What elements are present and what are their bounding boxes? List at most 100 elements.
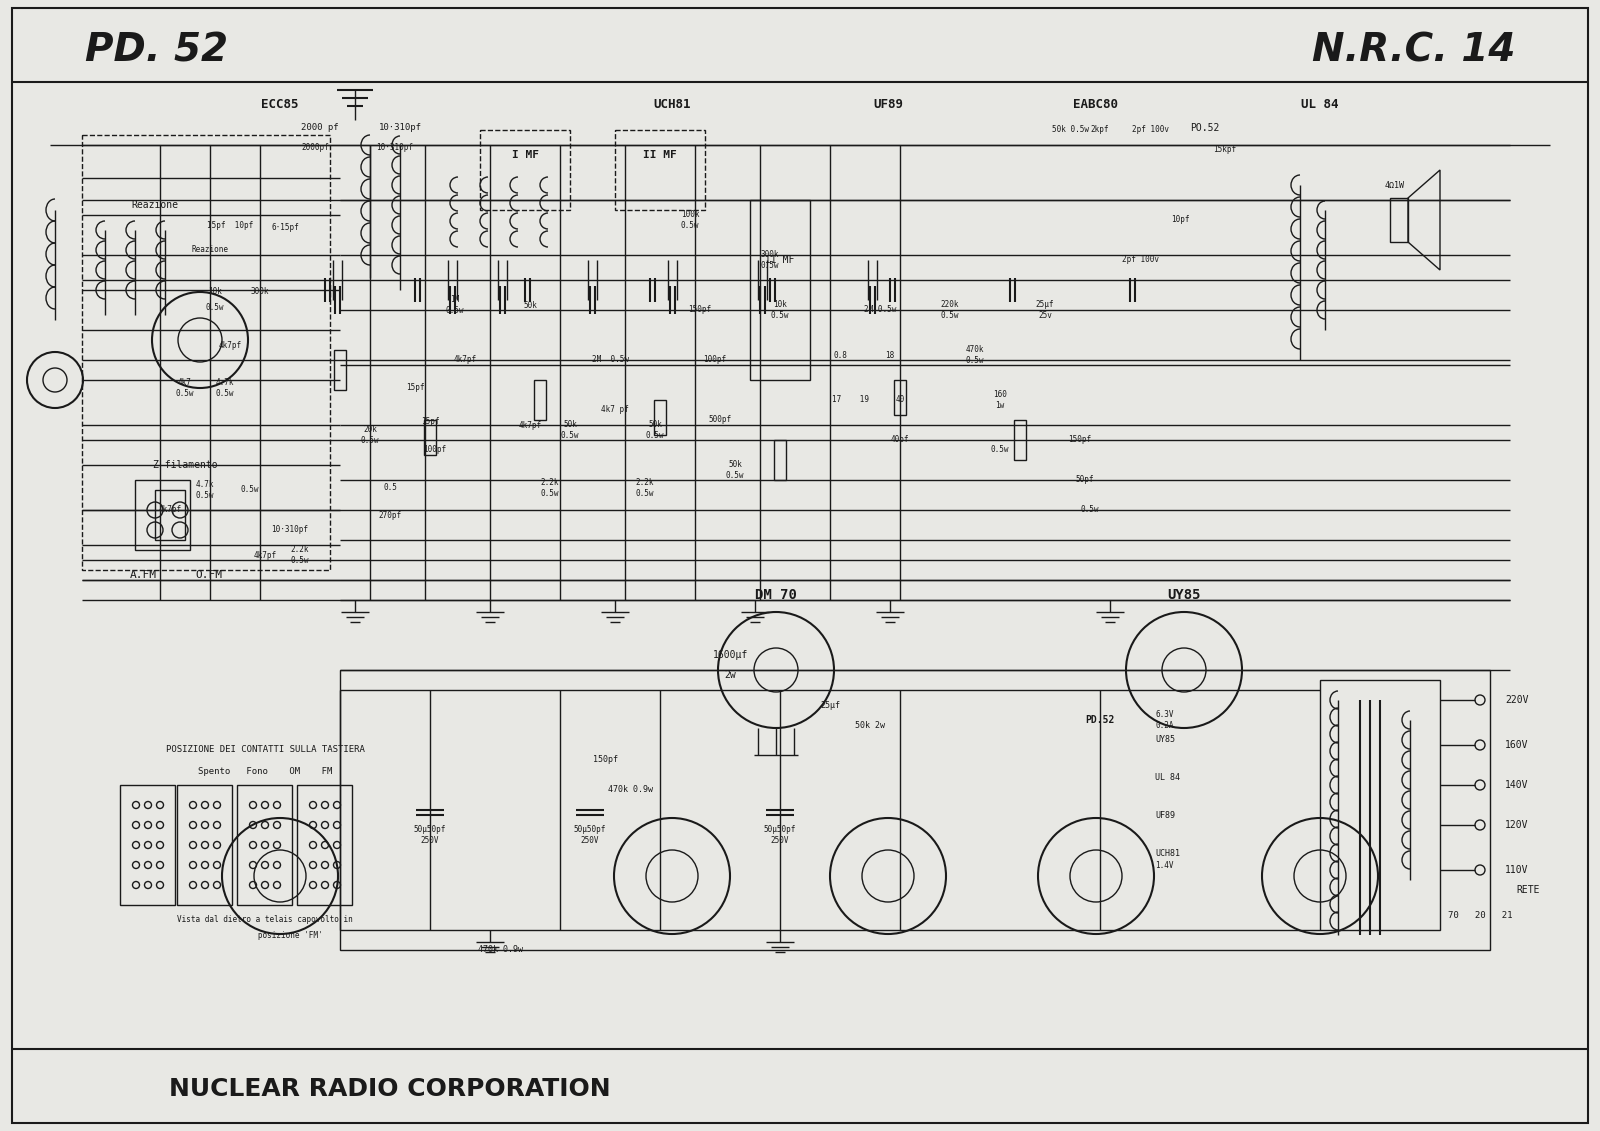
- Text: DM 70: DM 70: [755, 588, 797, 602]
- Text: 50pf: 50pf: [1075, 475, 1094, 484]
- Text: 500pf: 500pf: [709, 415, 731, 424]
- Text: II MF: II MF: [765, 254, 795, 265]
- Text: 40pf: 40pf: [891, 435, 909, 444]
- Bar: [155, 490, 186, 539]
- Text: 2.2k
0.5w: 2.2k 0.5w: [541, 478, 560, 498]
- Text: NUCLEAR RADIO CORPORATION: NUCLEAR RADIO CORPORATION: [170, 1077, 611, 1100]
- Text: 2.2k
0.5w: 2.2k 0.5w: [635, 478, 654, 498]
- Text: UF89: UF89: [1155, 812, 1174, 820]
- Text: 140V: 140V: [1506, 780, 1528, 789]
- Text: 70   20   21: 70 20 21: [1448, 910, 1512, 920]
- Text: 0.5w: 0.5w: [990, 446, 1010, 455]
- Text: 2000pf: 2000pf: [301, 144, 330, 153]
- Text: posizione 'FM': posizione 'FM': [206, 931, 323, 940]
- Text: 100pf: 100pf: [424, 446, 446, 455]
- Text: 1600µf: 1600µf: [712, 650, 747, 661]
- Text: 300k: 300k: [251, 287, 269, 296]
- Text: 160V: 160V: [1506, 740, 1528, 750]
- Text: 2w: 2w: [725, 670, 736, 680]
- Text: 50k 2w: 50k 2w: [854, 720, 885, 729]
- Bar: [750, 200, 810, 380]
- Text: UCH81: UCH81: [653, 98, 691, 112]
- Text: 0.5: 0.5: [382, 483, 397, 492]
- Bar: [480, 130, 570, 210]
- Text: UCH81: UCH81: [1155, 849, 1181, 858]
- Bar: [654, 400, 666, 435]
- Text: 0.8: 0.8: [834, 351, 846, 360]
- Text: 2M  0.5w: 2M 0.5w: [592, 355, 629, 364]
- Text: 150pf: 150pf: [592, 756, 618, 765]
- Text: POSIZIONE DEI CONTATTI SULLA TASTIERA: POSIZIONE DEI CONTATTI SULLA TASTIERA: [165, 745, 365, 754]
- Text: 10pf: 10pf: [1171, 216, 1189, 224]
- Text: 470k 0.9w: 470k 0.9w: [477, 946, 523, 955]
- Text: 50µ50pf
250V: 50µ50pf 250V: [574, 826, 606, 845]
- Text: PD.52: PD.52: [1085, 715, 1115, 725]
- Text: UY85: UY85: [1155, 735, 1174, 744]
- Text: I MF: I MF: [512, 150, 539, 159]
- Text: RETE: RETE: [1517, 884, 1539, 895]
- Bar: [424, 420, 435, 455]
- Text: 1.4V: 1.4V: [1155, 861, 1173, 870]
- Text: 4k7pf: 4k7pf: [219, 340, 242, 349]
- Text: Reazione: Reazione: [131, 200, 179, 210]
- Text: 50µ50pf
250V: 50µ50pf 250V: [763, 826, 797, 845]
- Text: 270pf: 270pf: [379, 511, 402, 520]
- Text: 2000 pf: 2000 pf: [301, 123, 339, 132]
- Text: 100pf: 100pf: [704, 355, 726, 364]
- Text: 15pf: 15pf: [421, 417, 440, 426]
- Text: Spento   Fono    OM    FM: Spento Fono OM FM: [198, 768, 333, 777]
- Text: 0.5w: 0.5w: [240, 485, 259, 494]
- Text: 2pf 100v: 2pf 100v: [1131, 126, 1168, 135]
- Text: 4k7pf: 4k7pf: [253, 551, 277, 560]
- Text: 18: 18: [885, 351, 894, 360]
- Text: ECC85: ECC85: [261, 98, 299, 112]
- Text: PO.52: PO.52: [1190, 123, 1219, 133]
- Text: PD. 52: PD. 52: [85, 31, 229, 69]
- Text: 1M
0.5w: 1M 0.5w: [446, 295, 464, 314]
- Text: 6.3V
0.2A: 6.3V 0.2A: [1155, 710, 1173, 729]
- Text: 15pf  10pf: 15pf 10pf: [206, 221, 253, 230]
- Text: 4k7pf: 4k7pf: [518, 421, 541, 430]
- Text: II MF: II MF: [643, 150, 677, 159]
- Text: 2M 0.5w: 2M 0.5w: [864, 305, 896, 314]
- Text: UF89: UF89: [874, 98, 902, 112]
- Text: 50k: 50k: [523, 301, 538, 310]
- Text: UL 84: UL 84: [1155, 774, 1181, 783]
- Bar: [298, 785, 352, 905]
- Text: Z filamento: Z filamento: [152, 460, 218, 470]
- Text: 470k 0.9w: 470k 0.9w: [608, 786, 653, 794]
- Text: 50µ50pf
250V: 50µ50pf 250V: [414, 826, 446, 845]
- Text: 120V: 120V: [1506, 820, 1528, 830]
- Text: 300k
0.5w: 300k 0.5w: [760, 250, 779, 269]
- Text: 25µf
25v: 25µf 25v: [1035, 301, 1054, 320]
- Text: 0.5w: 0.5w: [206, 303, 224, 312]
- Bar: [534, 380, 546, 420]
- Text: 4k7pf: 4k7pf: [453, 355, 477, 364]
- Text: 220V: 220V: [1506, 696, 1528, 705]
- Bar: [614, 130, 706, 210]
- Bar: [894, 380, 906, 415]
- Text: 50k
0.5w: 50k 0.5w: [726, 460, 744, 480]
- Text: 110V: 110V: [1506, 865, 1528, 875]
- Text: 2kpf: 2kpf: [1091, 126, 1109, 135]
- Text: 20k
0.5w: 20k 0.5w: [360, 425, 379, 444]
- Bar: [120, 785, 174, 905]
- Text: Reazione: Reazione: [192, 245, 229, 254]
- Text: 150pf: 150pf: [1069, 435, 1091, 444]
- Text: UY85: UY85: [1168, 588, 1200, 602]
- Bar: [1014, 420, 1026, 460]
- Text: 17    19: 17 19: [832, 396, 869, 405]
- Bar: [334, 349, 346, 390]
- Text: 10·310pf: 10·310pf: [376, 144, 413, 153]
- Text: 4.7k
0.5w: 4.7k 0.5w: [216, 378, 234, 398]
- Text: O.FM: O.FM: [195, 570, 222, 580]
- Text: 10k: 10k: [208, 287, 222, 296]
- Text: A.FM: A.FM: [130, 570, 157, 580]
- Text: 50k 0.5w: 50k 0.5w: [1051, 126, 1088, 135]
- Bar: [82, 135, 330, 570]
- Text: UL 84: UL 84: [1301, 98, 1339, 112]
- Bar: [134, 480, 190, 550]
- Bar: [1320, 680, 1440, 930]
- Text: 4k7
0.5w: 4k7 0.5w: [176, 378, 194, 398]
- Text: 4.7k
0.5w: 4.7k 0.5w: [195, 481, 214, 500]
